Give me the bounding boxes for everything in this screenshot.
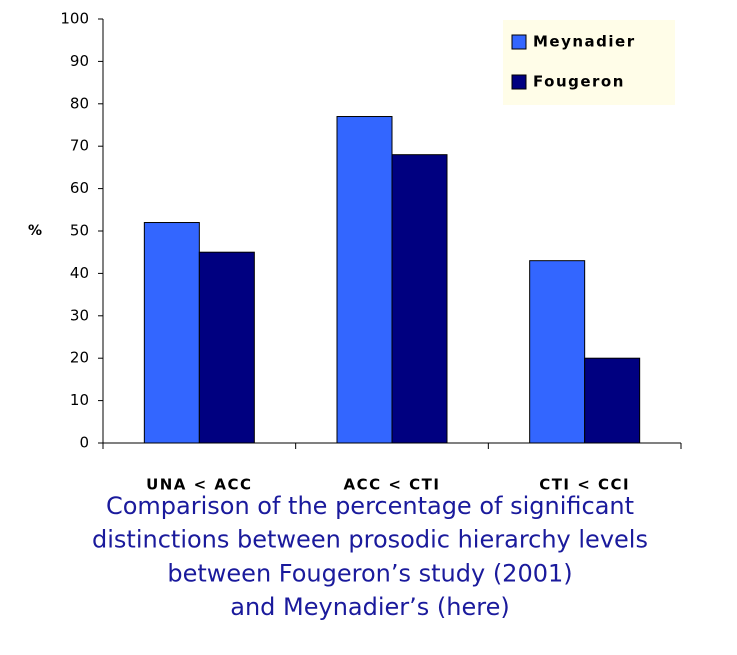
bar: [143, 222, 200, 444]
bar: [198, 251, 255, 444]
y-tick-label: 40: [70, 264, 89, 282]
caption-line: and Meynadier’s (here): [230, 593, 509, 621]
caption-line: Comparison of the percentage of signific…: [106, 492, 634, 520]
legend-label: Fougeron: [533, 73, 625, 91]
y-tick-label: 20: [70, 349, 89, 367]
x-tick-label: ACC < CTI: [344, 476, 441, 494]
bar: [391, 154, 448, 444]
y-tick-label: 70: [70, 137, 89, 155]
caption-line: distinctions between prosodic hierarchy …: [92, 526, 648, 554]
x-tick-label: CTI < CCI: [539, 476, 630, 494]
y-tick-label: 10: [70, 391, 89, 409]
bar: [584, 357, 641, 444]
y-tick-label: 0: [79, 434, 89, 452]
y-tick-label: 60: [70, 179, 89, 197]
x-tick-label: UNA < ACC: [146, 476, 252, 494]
legend-box: [503, 20, 675, 105]
y-tick-label: 50: [70, 222, 89, 240]
y-tick-label: 90: [70, 52, 89, 70]
y-tick-label: 30: [70, 306, 89, 324]
y-tick-label: 100: [60, 10, 89, 28]
legend-swatch: [511, 34, 527, 50]
bar: [529, 260, 586, 444]
caption-line: between Fougeron’s study (2001): [167, 559, 572, 587]
legend-swatch: [511, 74, 527, 90]
legend-label: Meynadier: [533, 33, 636, 51]
y-tick-label: 80: [70, 94, 89, 112]
y-axis-label: %: [28, 223, 42, 239]
bar: [336, 116, 393, 444]
